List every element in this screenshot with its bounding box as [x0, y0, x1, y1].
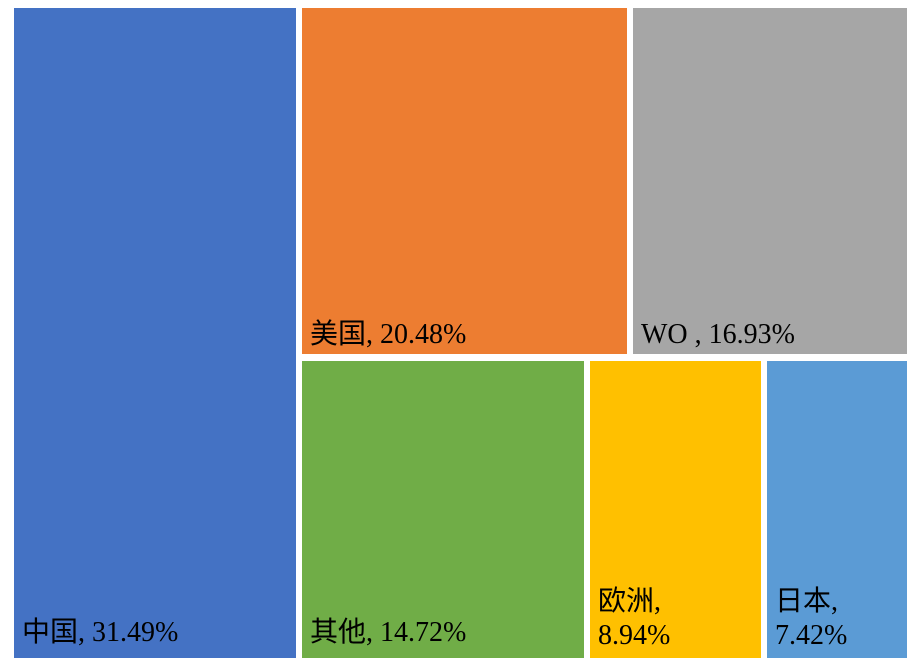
- treemap-label-europe: 欧洲, 8.94%: [598, 585, 670, 652]
- treemap-cell-usa: [302, 8, 627, 354]
- treemap-cell-other: [302, 361, 584, 658]
- treemap-label-other: 其他, 14.72%: [310, 616, 466, 650]
- treemap-label-wo: WO , 16.93%: [641, 318, 795, 352]
- treemap-label-china: 中国, 31.49%: [22, 616, 178, 650]
- treemap-label-japan: 日本, 7.42%: [775, 585, 847, 652]
- treemap-cell-wo: [633, 8, 907, 354]
- treemap-label-usa: 美国, 20.48%: [310, 318, 466, 352]
- treemap-chart: 中国, 31.49% 美国, 20.48% WO , 16.93% 其他, 14.72…: [0, 0, 921, 670]
- treemap-cell-china: [14, 8, 296, 658]
